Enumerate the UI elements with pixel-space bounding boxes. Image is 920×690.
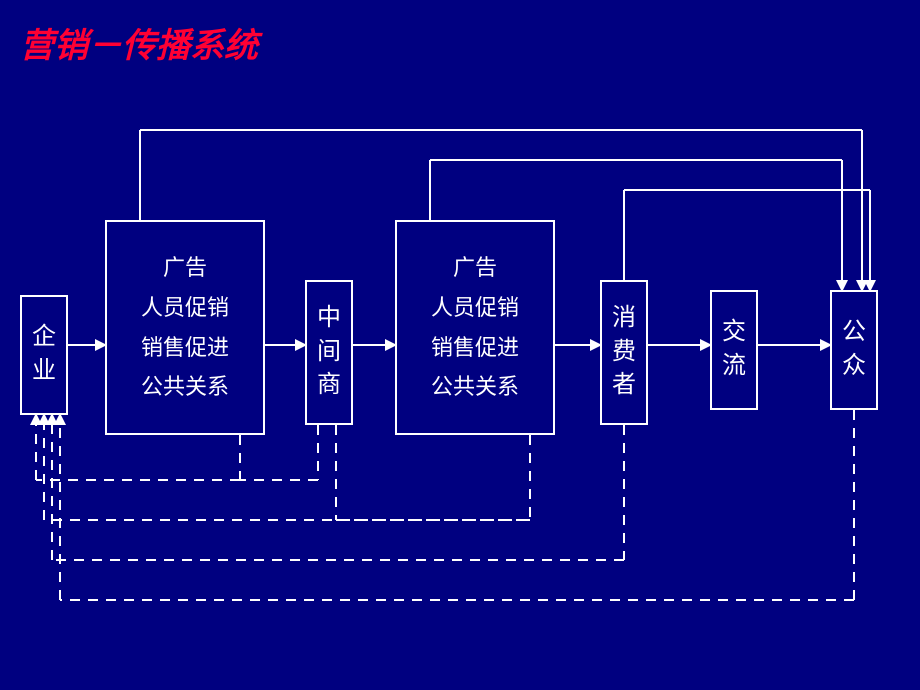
node-line: 公共关系 (431, 367, 519, 407)
node-line: 广告 (453, 248, 497, 288)
diagram-canvas: 营销－传播系统企业广告人员促销销售促进公共关系中间商广告人员促销销售促进公共关系… (0, 0, 920, 690)
node-consumer: 消费者 (600, 280, 648, 425)
node-line: 销售促进 (141, 328, 229, 368)
node-line: 广告 (163, 248, 207, 288)
node-middleman: 中间商 (305, 280, 353, 425)
node-enterprise: 企业 (20, 295, 68, 415)
node-mix1: 广告人员促销销售促进公共关系 (105, 220, 265, 435)
node-line: 销售促进 (431, 328, 519, 368)
node-line: 人员促销 (141, 288, 229, 328)
node-mix2: 广告人员促销销售促进公共关系 (395, 220, 555, 435)
node-exchange: 交流 (710, 290, 758, 410)
diagram-title: 营销－传播系统 (20, 18, 258, 67)
node-line: 公共关系 (141, 367, 229, 407)
node-public: 公众 (830, 290, 878, 410)
node-line: 人员促销 (431, 288, 519, 328)
